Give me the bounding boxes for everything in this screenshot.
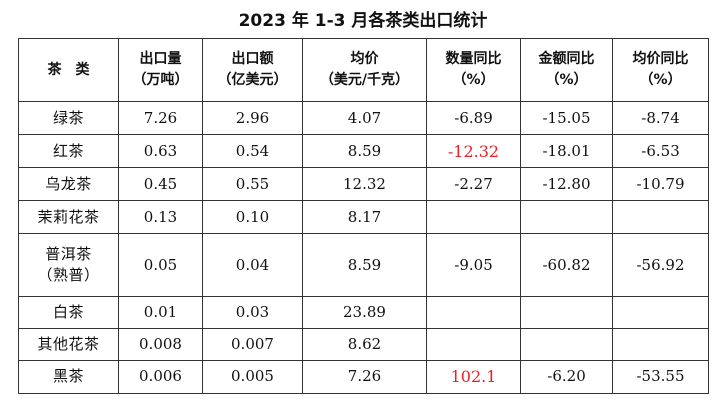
- col-header-value: 出口额 （亿美元）: [202, 38, 303, 102]
- amt-yoy-cell: [520, 200, 613, 235]
- tea-name: 红茶: [18, 134, 119, 169]
- table-row: 红茶 0.63 0.54 8.59 -12.32 -18.01 -6.53: [18, 134, 709, 169]
- amt-yoy-cell: [520, 327, 613, 361]
- volume-cell: 0.05: [118, 233, 203, 297]
- price-cell: 23.89: [302, 295, 427, 329]
- price-cell: 4.07: [302, 100, 427, 136]
- qty-yoy-cell-highlighted: 102.1: [426, 359, 521, 395]
- price-cell: 8.62: [302, 327, 427, 361]
- value-cell: 0.007: [202, 327, 303, 361]
- table-row: 茉莉花茶 0.13 0.10 8.17: [18, 200, 709, 235]
- tea-name: 绿茶: [18, 100, 119, 136]
- col-header-qty-yoy: 数量同比 （%）: [426, 38, 521, 102]
- price-yoy-cell: -53.55: [612, 359, 709, 395]
- tea-name: 白茶: [18, 295, 119, 329]
- value-cell: 0.04: [202, 233, 303, 297]
- qty-yoy-cell: -2.27: [426, 167, 521, 202]
- tea-name: 乌龙茶: [18, 167, 119, 202]
- price-cell: 8.59: [302, 134, 427, 169]
- table-row: 黑茶 0.006 0.005 7.26 102.1 -6.20 -53.55: [18, 359, 709, 395]
- col-header-tea-type: 茶 类: [18, 38, 119, 102]
- value-cell: 0.10: [202, 200, 303, 235]
- price-yoy-cell: -10.79: [612, 167, 709, 202]
- header-row: 茶 类 出口量 （万吨） 出口额 （亿美元） 均价 （美元/千克） 数量同比 （%） 金…: [18, 38, 709, 102]
- volume-cell: 0.008: [118, 327, 203, 361]
- table-row: 白茶 0.01 0.03 23.89: [18, 295, 709, 329]
- volume-cell: 0.45: [118, 167, 203, 202]
- price-cell: 8.17: [302, 200, 427, 235]
- price-yoy-cell: [612, 295, 709, 329]
- col-header-price: 均价 （美元/千克）: [302, 38, 427, 102]
- volume-cell: 0.13: [118, 200, 203, 235]
- col-header-price-yoy: 均价同比 （%）: [612, 38, 709, 102]
- volume-cell: 0.63: [118, 134, 203, 169]
- value-cell: 0.55: [202, 167, 303, 202]
- value-cell: 0.54: [202, 134, 303, 169]
- tea-name: 茉莉花茶: [18, 200, 119, 235]
- amt-yoy-cell: -15.05: [520, 100, 613, 136]
- amt-yoy-cell: -18.01: [520, 134, 613, 169]
- value-cell: 2.96: [202, 100, 303, 136]
- qty-yoy-cell: [426, 327, 521, 361]
- volume-cell: 7.26: [118, 100, 203, 136]
- tea-name: 普洱茶 （熟普）: [18, 233, 119, 297]
- table-row: 绿茶 7.26 2.96 4.07 -6.89 -15.05 -8.74: [18, 100, 709, 136]
- price-yoy-cell: -6.53: [612, 134, 709, 169]
- value-cell: 0.005: [202, 359, 303, 395]
- amt-yoy-cell: -6.20: [520, 359, 613, 395]
- price-cell: 8.59: [302, 233, 427, 297]
- amt-yoy-cell: -12.80: [520, 167, 613, 202]
- amt-yoy-cell: -60.82: [520, 233, 613, 297]
- col-header-volume: 出口量 （万吨）: [118, 38, 203, 102]
- qty-yoy-cell-highlighted: -12.32: [426, 134, 521, 169]
- price-cell: 12.32: [302, 167, 427, 202]
- col-header-amt-yoy: 金额同比 （%）: [520, 38, 613, 102]
- tea-export-table: 茶 类 出口量 （万吨） 出口额 （亿美元） 均价 （美元/千克） 数量同比 （%） 金…: [18, 38, 709, 395]
- qty-yoy-cell: [426, 200, 521, 235]
- tea-name: 其他花茶: [18, 327, 119, 361]
- amt-yoy-cell: [520, 295, 613, 329]
- price-yoy-cell: -56.92: [612, 233, 709, 297]
- qty-yoy-cell: -6.89: [426, 100, 521, 136]
- price-yoy-cell: -8.74: [612, 100, 709, 136]
- volume-cell: 0.006: [118, 359, 203, 395]
- qty-yoy-cell: [426, 295, 521, 329]
- table-row: 其他花茶 0.008 0.007 8.62: [18, 327, 709, 361]
- table-row: 普洱茶 （熟普） 0.05 0.04 8.59 -9.05 -60.82 -56.…: [18, 233, 709, 297]
- price-cell: 7.26: [302, 359, 427, 395]
- qty-yoy-cell: -9.05: [426, 233, 521, 297]
- tea-name: 黑茶: [18, 359, 119, 395]
- page-title: 2023 年 1-3 月各茶类出口统计: [238, 11, 488, 31]
- table-row: 乌龙茶 0.45 0.55 12.32 -2.27 -12.80 -10.79: [18, 167, 709, 202]
- value-cell: 0.03: [202, 295, 303, 329]
- price-yoy-cell: [612, 327, 709, 361]
- volume-cell: 0.01: [118, 295, 203, 329]
- price-yoy-cell: [612, 200, 709, 235]
